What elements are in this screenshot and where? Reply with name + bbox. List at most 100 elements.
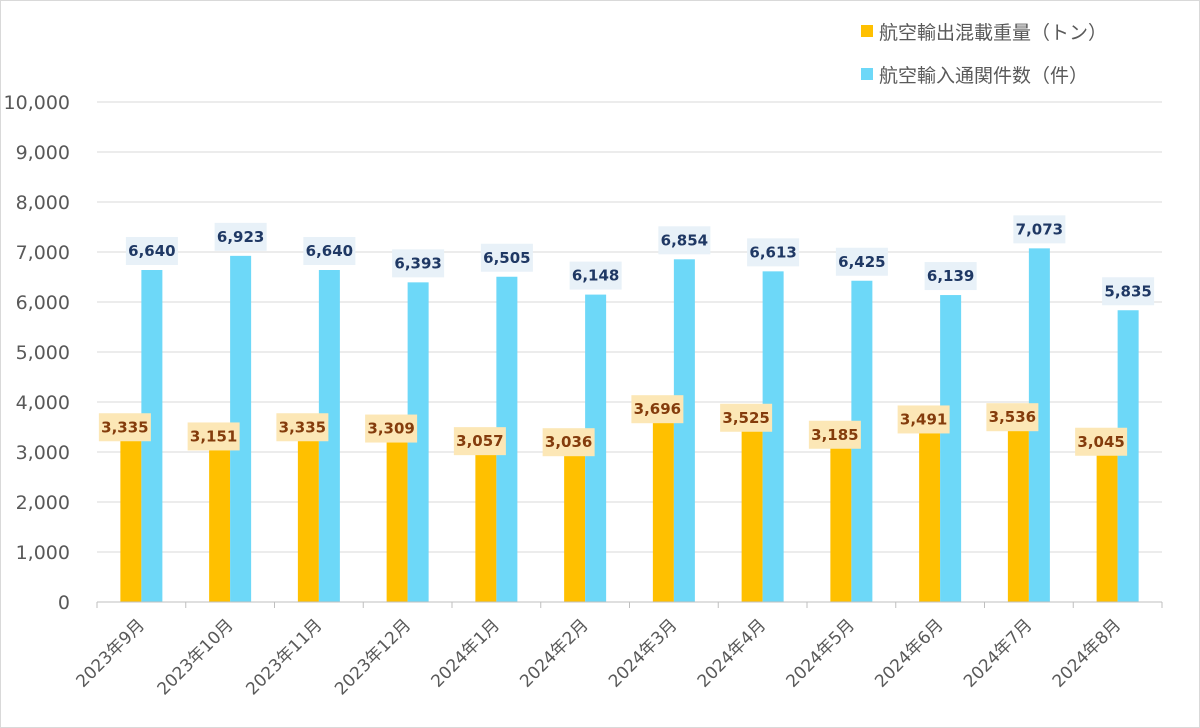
bar xyxy=(762,271,784,602)
data-label-background xyxy=(808,420,861,449)
data-label-text: 6,505 xyxy=(483,249,530,267)
bar xyxy=(297,435,319,602)
y-tick-label: 3,000 xyxy=(16,442,70,464)
data-label-background xyxy=(303,237,356,265)
legend-swatch xyxy=(861,25,873,37)
data-label: 3,491 xyxy=(897,405,950,434)
data-label-background xyxy=(214,222,267,251)
legend-item: 航空輸入通関件数（件） xyxy=(861,65,1088,87)
data-label-background xyxy=(480,243,533,272)
data-label-text: 3,335 xyxy=(101,418,148,436)
x-category-label: 2024年6月 xyxy=(871,615,947,691)
data-label-background xyxy=(658,226,711,255)
legend-label: 航空輸出混載重量（トン） xyxy=(879,22,1107,44)
x-axis-category-labels: 2023年9月 2023年10月 2023年11月 2023年12月 2024年1月 20… xyxy=(72,615,1125,699)
data-label-text: 6,640 xyxy=(306,242,353,260)
data-label-text: 6,425 xyxy=(838,253,885,271)
bar xyxy=(209,444,231,602)
data-label-text: 6,640 xyxy=(128,242,175,260)
y-tick-label: 10,000 xyxy=(4,92,70,114)
data-label-background xyxy=(125,237,178,265)
bar xyxy=(475,449,497,602)
x-category-label: 2024年2月 xyxy=(516,615,592,691)
data-label-text: 3,151 xyxy=(190,427,237,445)
data-label-text: 3,185 xyxy=(811,426,858,444)
data-label-text: 3,036 xyxy=(545,433,592,451)
data-label: 6,854 xyxy=(658,226,711,255)
bar xyxy=(564,450,586,602)
data-label: 6,923 xyxy=(214,222,267,251)
gridlines xyxy=(97,101,1162,553)
data-label-text: 3,696 xyxy=(634,400,681,418)
bar xyxy=(386,436,408,602)
bar xyxy=(851,280,873,602)
bar xyxy=(1028,248,1050,602)
data-labels: 3,335 3,151 3,335 3,309 3,057 3,036 3,696 3,525… xyxy=(98,215,1155,457)
bar xyxy=(1096,449,1118,602)
data-label-text: 6,393 xyxy=(394,254,441,272)
data-label-text: 3,536 xyxy=(989,408,1036,426)
y-axis-tick-labels: 0 1,000 2,000 3,000 4,000 5,000 6,000 7,000 8,00… xyxy=(4,92,70,614)
data-label-background xyxy=(897,405,950,434)
y-tick-label: 2,000 xyxy=(16,492,70,514)
y-tick-label: 6,000 xyxy=(16,292,70,314)
data-label: 5,835 xyxy=(1102,277,1155,306)
data-label-background xyxy=(835,247,888,276)
x-category-label: 2024年3月 xyxy=(605,615,681,691)
legend-label: 航空輸入通関件数（件） xyxy=(879,65,1088,87)
data-label-background xyxy=(747,238,800,267)
data-label: 3,151 xyxy=(187,422,240,451)
data-label: 3,309 xyxy=(365,414,418,443)
data-label-text: 3,045 xyxy=(1077,433,1124,451)
data-label: 3,335 xyxy=(98,413,151,442)
bars xyxy=(120,248,1139,602)
x-category-label: 2024年8月 xyxy=(1049,615,1125,691)
data-label: 6,139 xyxy=(924,262,977,291)
legend-item: 航空輸出混載重量（トン） xyxy=(861,22,1107,44)
data-label-background xyxy=(1102,277,1155,306)
y-tick-label: 0 xyxy=(58,592,70,614)
data-label-background xyxy=(1013,215,1066,244)
data-label-background xyxy=(924,262,977,291)
data-label: 3,036 xyxy=(542,428,595,457)
data-label-text: 3,057 xyxy=(456,432,503,450)
bar xyxy=(1117,310,1139,602)
data-label: 3,057 xyxy=(453,427,506,456)
bar xyxy=(141,270,163,602)
bar xyxy=(585,294,607,602)
bar xyxy=(673,259,695,602)
x-category-label: 2024年7月 xyxy=(960,615,1036,691)
data-label-background xyxy=(542,428,595,457)
data-label-text: 6,923 xyxy=(217,228,264,246)
x-axis xyxy=(96,601,1163,608)
bar xyxy=(940,295,962,602)
y-tick-label: 5,000 xyxy=(16,342,70,364)
x-category-label: 2023年12月 xyxy=(331,615,415,699)
data-label: 6,640 xyxy=(125,237,178,265)
x-category-label: 2023年10月 xyxy=(154,615,238,699)
x-category-label: 2023年11月 xyxy=(242,615,326,699)
bar xyxy=(407,282,429,602)
data-label-background xyxy=(187,422,240,451)
y-tick-label: 1,000 xyxy=(16,542,70,564)
x-category-label: 2024年5月 xyxy=(782,615,858,691)
data-label-text: 3,525 xyxy=(722,409,769,427)
bar xyxy=(1007,425,1029,602)
data-label: 6,640 xyxy=(303,237,356,265)
x-category-label: 2023年9月 xyxy=(72,615,148,691)
data-label-text: 6,613 xyxy=(749,243,796,261)
bar xyxy=(652,417,674,602)
data-label-text: 6,148 xyxy=(572,267,619,285)
legend: 航空輸出混載重量（トン） 航空輸入通関件数（件） xyxy=(861,22,1107,87)
bar xyxy=(318,270,340,602)
data-label: 3,525 xyxy=(720,403,773,432)
data-label-background xyxy=(98,413,151,442)
data-label: 6,425 xyxy=(835,247,888,276)
data-label: 3,696 xyxy=(631,395,684,424)
data-label-background xyxy=(276,413,329,442)
data-label: 3,536 xyxy=(986,403,1039,432)
bar xyxy=(830,442,852,602)
bar xyxy=(230,255,252,602)
data-label-text: 3,309 xyxy=(367,420,414,438)
data-label: 3,185 xyxy=(808,420,861,449)
